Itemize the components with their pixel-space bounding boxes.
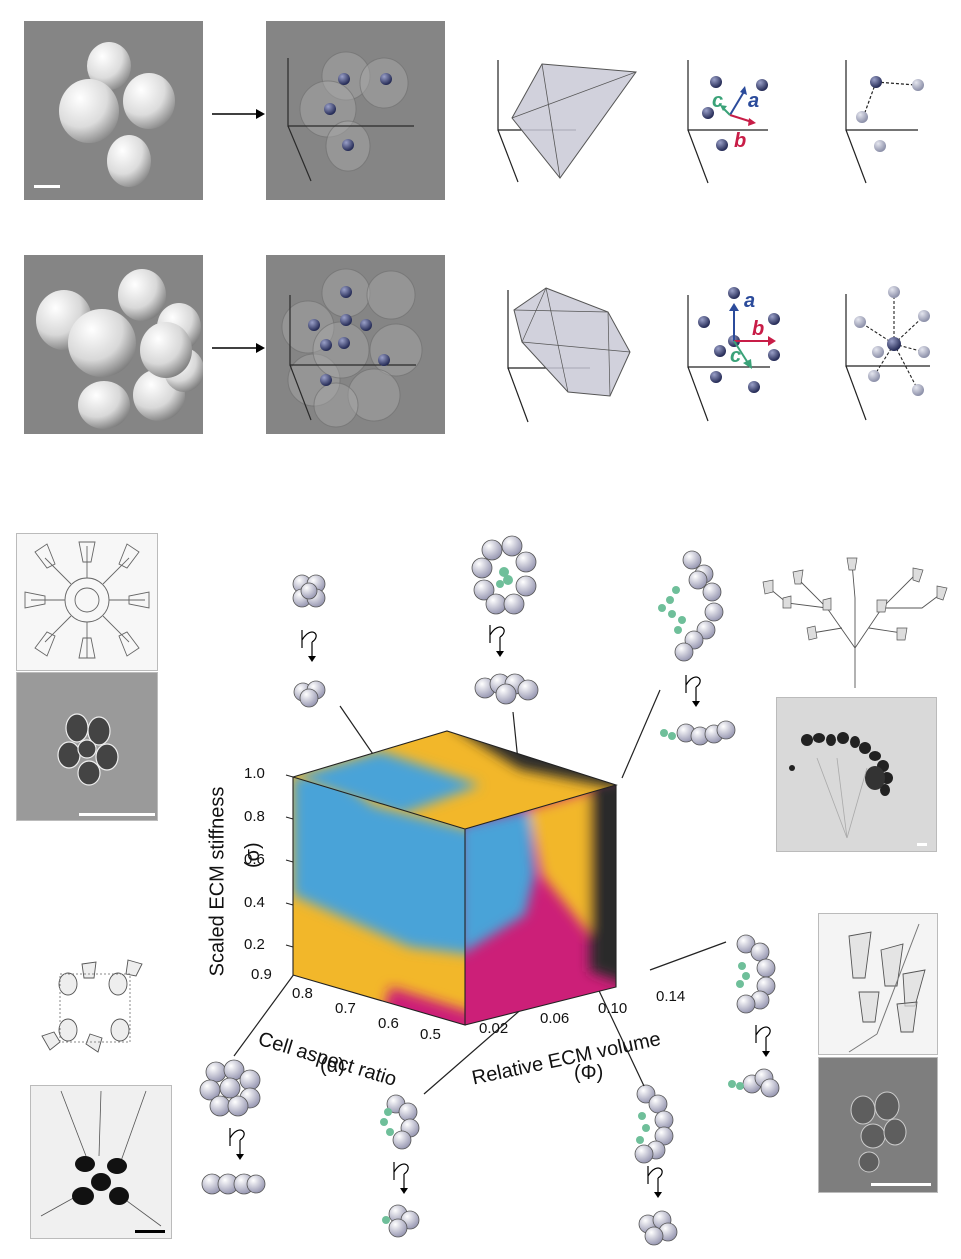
vector-c-label-2: c [730,345,742,367]
scale-bar [917,843,927,846]
scale-bar [79,813,155,816]
phi-tick-0-06: 0.06 [540,1010,570,1027]
drawing-ring-colony [28,954,158,1062]
transparent-colony-4-image [287,51,414,182]
drawing-star-colony [16,533,158,671]
phi-tick-0-10: 0.10 [598,1000,628,1017]
cluster-bottomleft-top [199,1059,261,1117]
drawing-tree-colony [757,548,953,693]
y-tick-0-8: 0.8 [244,808,265,825]
phi-axis-symbol: (Φ) [574,1062,603,1085]
vector-a-label: a [748,90,760,112]
micrograph-ring-colony [30,1085,172,1239]
y-axis-symbol: (σ) [242,842,265,868]
micrograph-star-colony [16,672,158,821]
vector-a-label-2: a [744,290,756,312]
y-tick-0-2: 0.2 [244,936,265,953]
cluster-tetrad-top [292,574,326,608]
scale-bar [34,185,60,188]
phi-tick-0-02: 0.02 [479,1020,509,1037]
cluster-ring-top [471,535,537,615]
y-axis-title-text: Scaled ECM stiffness [206,786,229,977]
alpha-axis-symbol-text: (α) [320,1055,345,1077]
drawing-cup-colony [818,913,938,1055]
y-tick-1-0: 1.0 [244,765,265,782]
alpha-tick-0-5: 0.5 [420,1026,441,1043]
alpha-tick-0-8: 0.8 [292,985,313,1002]
render-tetrahedral-colony [24,21,203,200]
cluster-bottomleft-side [201,1173,266,1195]
cluster-rightmid-side [742,1068,780,1098]
alpha-tick-0-7: 0.7 [335,1000,356,1017]
y-tick-0-6: 0.6 [244,851,265,868]
cluster-bottommid1-side [388,1204,420,1238]
render-octahedral-colony [24,255,204,434]
cube-front-face [293,777,465,1025]
alpha-tick-0-9: 0.9 [251,966,272,983]
cluster-bottommid2-side [638,1210,678,1246]
tetrahedron-diagram [497,60,637,183]
neighbor-diagram-8 [845,286,930,421]
y-tick-0-4: 0.4 [244,894,265,911]
y-axis-title: Scaled ECM stiffness [207,752,230,1012]
cluster-tetrad-side [293,680,326,708]
scale-bar [871,1183,931,1186]
cluster-ring-side [474,673,539,705]
vector-b-label-2: b [752,318,765,340]
cluster-bottommid1-top [386,1094,420,1150]
cluster-bottommid2-top [634,1084,674,1164]
colony-4-cells-image [59,42,175,187]
colony-8-cells-image [36,269,204,429]
cube-side-face [465,785,616,1025]
transparent-colony-8-image [281,268,423,428]
polyhedron-diagram [507,287,631,423]
arrow-right-icon [212,343,265,353]
phi-tick-0-14: 0.14 [656,988,686,1005]
y-axis-symbol-text: (σ) [242,842,264,868]
micrograph-cup-colony [818,1057,938,1193]
render-transparent-colony-8 [266,255,445,434]
cluster-branch-top [674,550,724,662]
arrow-right-icon [212,109,265,119]
micrograph-tree-colony [776,697,937,852]
phi-axis-symbol-text: (Φ) [574,1062,604,1084]
vector-b-label: b [734,130,747,152]
scale-bar [135,1230,165,1233]
render-transparent-colony-4 [266,21,445,200]
alpha-axis-symbol: (α) [320,1055,345,1078]
lattice-vectors-diagram-4 [687,60,768,184]
vector-c-label: c [712,90,724,112]
phase-diagram-cube [285,730,618,1026]
lattice-vectors-diagram-8 [687,287,780,422]
neighbor-diagram-4 [845,60,924,184]
alpha-tick-0-6: 0.6 [378,1015,399,1032]
